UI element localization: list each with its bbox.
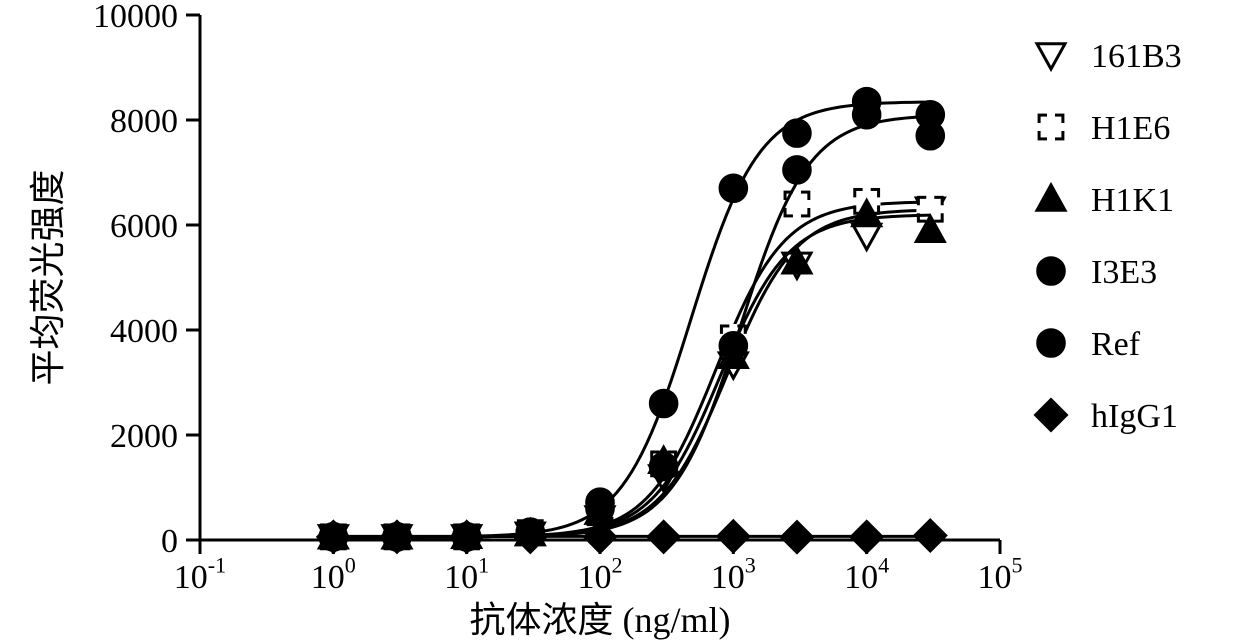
y-tick-label: 0 (161, 523, 178, 560)
y-tick-label: 6000 (110, 208, 178, 245)
legend-label: H1K1 (1091, 182, 1174, 219)
legend-label: H1E6 (1091, 110, 1170, 147)
chart-container: 020004000600080001000010-110010110210310… (0, 0, 1239, 643)
legend-label: Ref (1091, 326, 1141, 363)
y-tick-label: 8000 (110, 103, 178, 140)
x-axis-label: 抗体浓度 (ng/ml) (470, 600, 731, 640)
y-axis-label: 平均荧光强度 (28, 169, 68, 385)
y-tick-label: 10000 (93, 0, 178, 35)
legend-label: I3E3 (1091, 254, 1157, 291)
legend-label: 161B3 (1091, 38, 1182, 75)
y-tick-label: 2000 (110, 418, 178, 455)
legend-label: hIgG1 (1091, 398, 1178, 435)
y-tick-label: 4000 (110, 313, 178, 350)
chart-svg: 020004000600080001000010-110010110210310… (0, 0, 1239, 643)
